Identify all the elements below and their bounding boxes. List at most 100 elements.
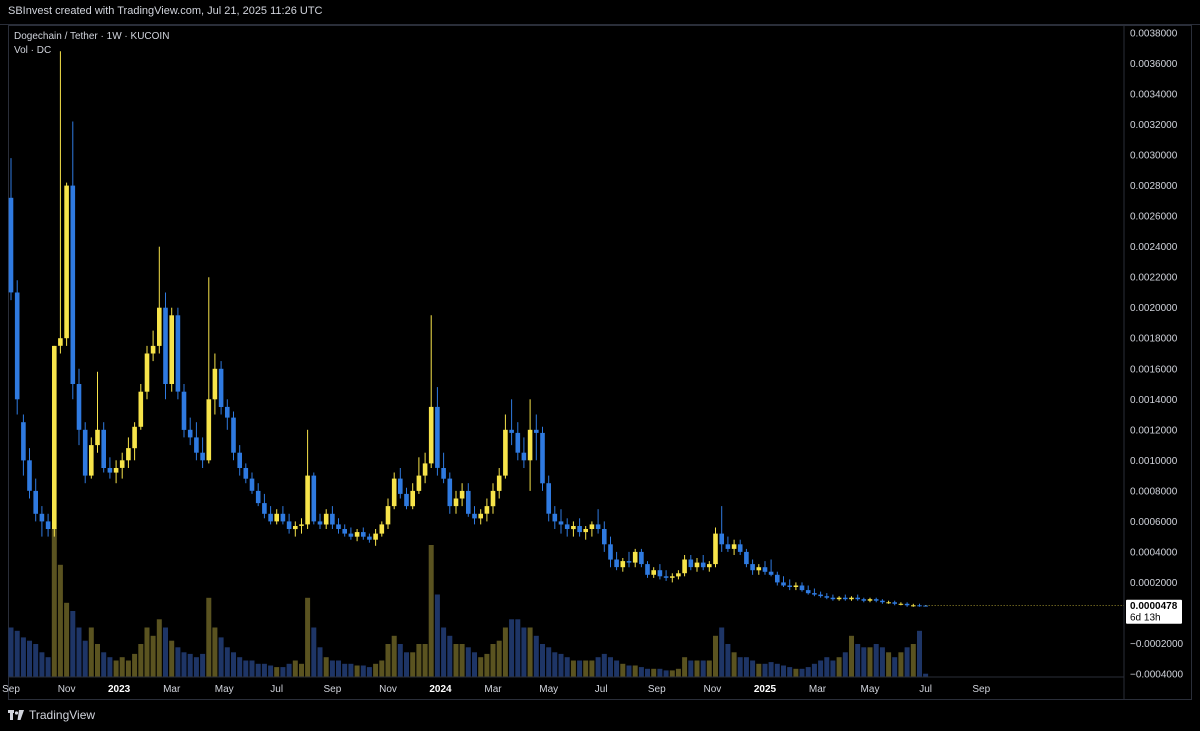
volume-bar (416, 644, 422, 677)
volume-bar (824, 657, 830, 677)
volume-bar (583, 660, 589, 677)
volume-bar (737, 657, 743, 677)
volume-bar (317, 647, 323, 677)
volume-bar (725, 644, 731, 677)
candle (904, 602, 910, 607)
candle (157, 246, 162, 354)
volume-bar (663, 670, 669, 677)
candle (187, 417, 193, 446)
time-tick-label: Nov (58, 684, 76, 695)
volume-bar (428, 545, 434, 677)
candle (873, 597, 879, 603)
candle (76, 368, 82, 446)
volume-bar (546, 647, 552, 677)
candle (398, 468, 403, 499)
volume-bar (595, 657, 601, 677)
time-tick-label: Jul (595, 684, 608, 695)
candle (892, 600, 897, 606)
candle (713, 527, 718, 568)
bar-countdown: 6d 13h (1130, 613, 1161, 624)
volume-bar (527, 627, 533, 677)
tradingview-logo[interactable]: TradingView (8, 708, 95, 722)
candle (731, 539, 737, 555)
candle (107, 457, 113, 479)
time-tick-label: May (861, 684, 880, 695)
candle (719, 506, 724, 552)
candle (768, 559, 774, 577)
volume-bar (713, 635, 718, 678)
price-tick-label: 0.0026000 (1130, 212, 1178, 223)
candle (490, 483, 496, 514)
volume-bar (280, 667, 286, 677)
symbol-title[interactable]: Dogechain / Tether · 1W · KUCOIN (14, 31, 170, 42)
price-tick-label: 0.0018000 (1130, 334, 1178, 345)
chart-frame[interactable] (8, 25, 1192, 700)
price-tick-label: 0.0016000 (1130, 364, 1178, 375)
candle (286, 513, 292, 534)
volume-bar (818, 660, 824, 677)
volume-bar (515, 619, 521, 677)
volume-bar (521, 627, 527, 677)
candle (361, 527, 366, 540)
time-tick-label: 2025 (754, 684, 777, 695)
volume-bar (132, 653, 138, 677)
volume-bar (787, 667, 793, 677)
volume-bar (472, 652, 477, 678)
price-axis[interactable]: 0.0038000 0.0036000 0.0034000 0.0032000 0.00… (1123, 26, 1184, 700)
candle (391, 472, 397, 510)
candle (886, 600, 891, 604)
candle (614, 551, 619, 571)
time-tick-label: Nov (379, 684, 397, 695)
volume-bar (373, 663, 379, 677)
tradingview-logo-icon (8, 710, 24, 720)
candle (756, 564, 762, 575)
price-tick-label: 0.0032000 (1130, 120, 1178, 131)
candle (558, 509, 564, 534)
candle (509, 399, 514, 446)
volume-bar (113, 660, 119, 677)
volume-bar (682, 657, 688, 677)
volume-indicator-label[interactable]: Vol · DC (14, 45, 52, 56)
volume-bar (552, 652, 558, 678)
volume-bar (95, 644, 100, 677)
volume-bar (57, 564, 63, 677)
price-tick-label: 0.0036000 (1130, 59, 1178, 70)
volume-bar (206, 597, 212, 677)
candle (311, 472, 317, 525)
volume-bar (601, 653, 607, 677)
volume-bar (342, 663, 348, 677)
volume-bar (397, 644, 403, 677)
volume-bar (453, 644, 459, 677)
price-tick-label: 0.0028000 (1130, 181, 1178, 192)
candle (416, 457, 422, 494)
volume-bar (150, 635, 156, 678)
time-tick-label: May (215, 684, 234, 695)
volume-bar (459, 644, 465, 677)
time-tick-label: 2024 (429, 684, 452, 695)
volume-bar (404, 652, 409, 678)
volume-bar (175, 647, 181, 677)
time-tick-label: Jul (919, 684, 932, 695)
candle (861, 597, 867, 603)
candle (435, 387, 440, 476)
time-axis[interactable]: Sep Nov 2023 Mar May Jul Sep Nov 2024 Mar May Jul Se… (2, 676, 1124, 695)
volume-bar (694, 660, 700, 677)
candle (521, 437, 527, 468)
candle (27, 448, 32, 499)
volume-bar (323, 657, 329, 677)
time-tick-label: Sep (648, 684, 666, 695)
volume-bar (879, 647, 885, 677)
volume-bar (632, 665, 638, 678)
volume-bar (447, 635, 453, 678)
candle (132, 422, 137, 461)
candle (373, 529, 378, 546)
time-tick-label: Sep (972, 684, 990, 695)
candle (453, 490, 459, 514)
volume-bar (70, 611, 76, 677)
candle (799, 582, 805, 592)
volume-bar (51, 528, 57, 677)
volume-bar (360, 665, 366, 678)
candle (670, 573, 675, 583)
